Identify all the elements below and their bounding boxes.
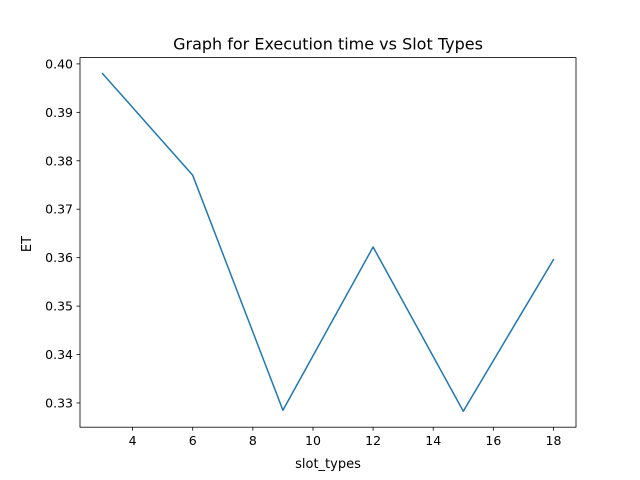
x-tick-label: 4 [129, 433, 137, 448]
y-tick-label: 0.34 [45, 347, 73, 362]
plot-frame [79, 57, 577, 428]
x-tick-label: 18 [546, 433, 562, 448]
x-tick-label: 16 [485, 433, 501, 448]
x-tick-label: 14 [425, 433, 441, 448]
x-tick-label: 12 [365, 433, 381, 448]
y-tick-label: 0.38 [45, 153, 73, 168]
y-tick-label: 0.37 [45, 202, 73, 217]
x-axis-label: slot_types [295, 457, 361, 472]
plot-area: 4 6 8 10 12 14 16 18 0.33 0.34 0.35 0.36 0.37 0.38 0.3… [45, 56, 577, 448]
y-tick-label: 0.40 [45, 56, 73, 71]
y-tick-label: 0.35 [45, 299, 73, 314]
y-axis-label: ET [20, 236, 35, 252]
series-line-0 [101, 72, 555, 412]
x-tick-label: 10 [305, 433, 321, 448]
y-tick-label: 0.33 [45, 395, 73, 410]
y-tick-label: 0.39 [45, 105, 73, 120]
x-tick-label: 6 [189, 433, 197, 448]
x-tick-label: 8 [249, 433, 257, 448]
chart-title: Graph for Execution time vs Slot Types [173, 35, 483, 54]
y-tick-label: 0.36 [45, 250, 73, 265]
